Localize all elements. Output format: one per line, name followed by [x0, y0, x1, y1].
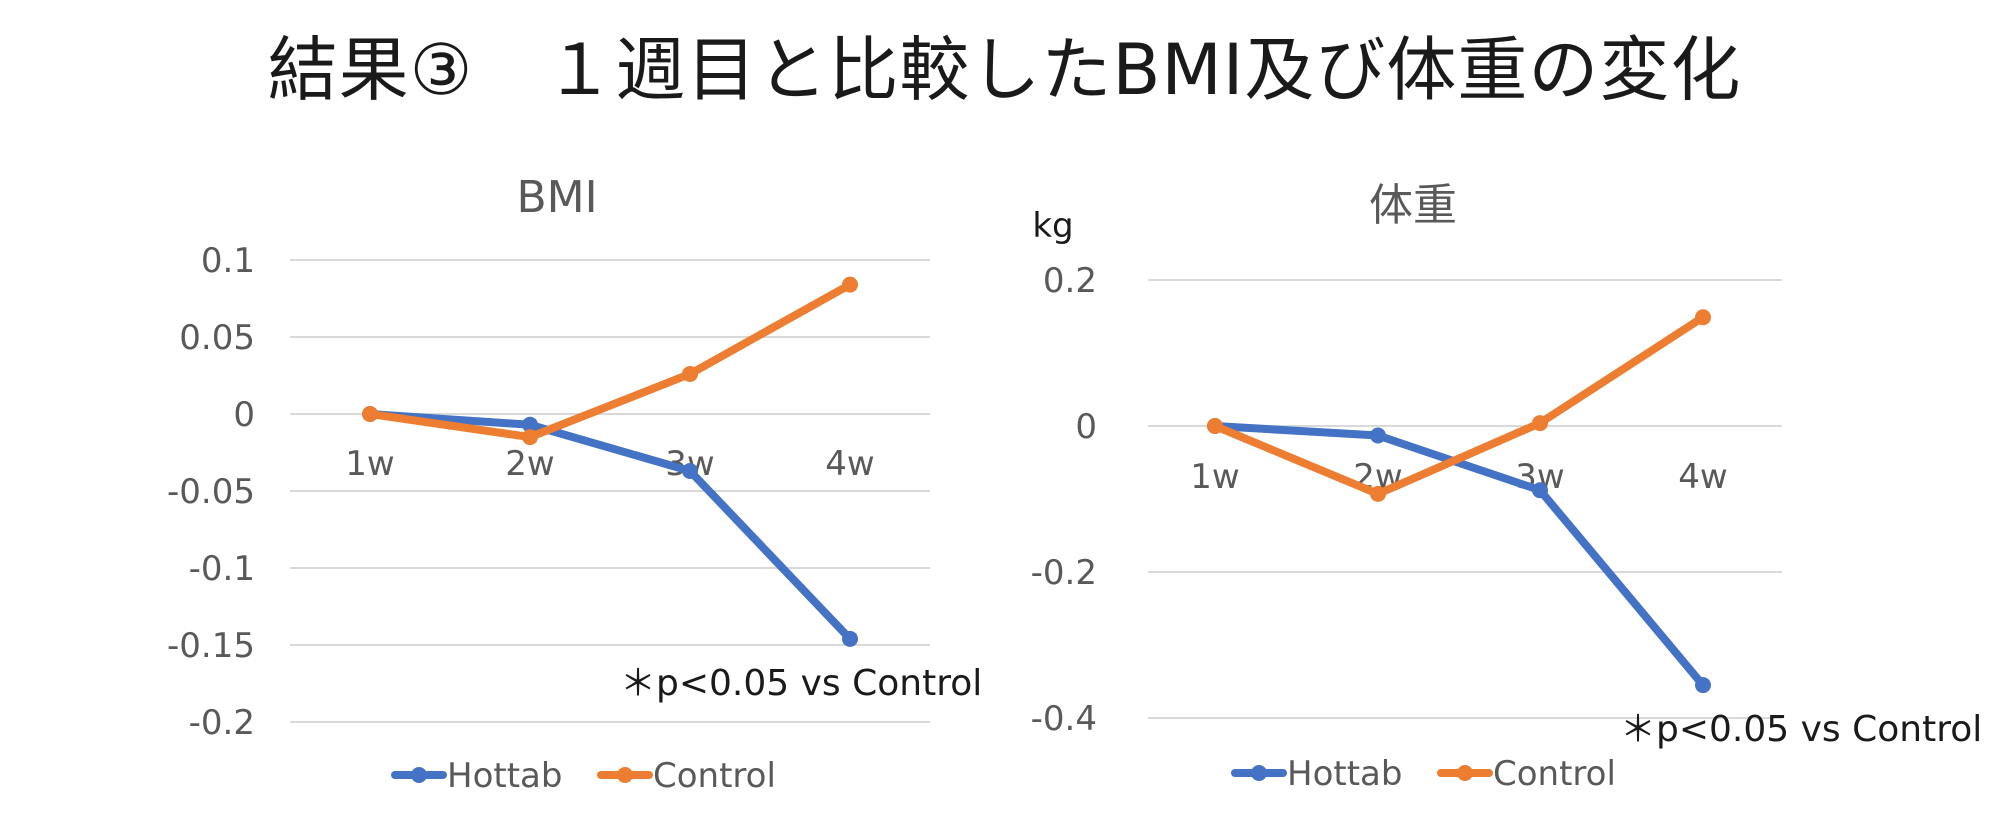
weight-y-tick-label: 0.2 [1043, 261, 1097, 301]
bmi-x-tick-label: 2w [505, 444, 554, 484]
bmi-data-point-control [522, 429, 538, 446]
bmi-legend-label-control: Control [653, 756, 776, 796]
bmi-chart-title: BMI [516, 172, 597, 223]
weight-data-point-control [1695, 309, 1711, 326]
weight-legend-marker-control [1457, 765, 1473, 781]
bmi-y-tick-label: 0 [233, 395, 255, 435]
weight-legend-marker-hottab [1251, 765, 1267, 781]
bmi-y-tick-label: 0.05 [179, 318, 255, 358]
bmi-data-point-hottab [842, 630, 858, 647]
bmi-x-tick-label: 1w [345, 444, 394, 484]
weight-significance-note: ＊p<0.05 vs Control [1620, 709, 1982, 750]
bmi-data-point-hottab [682, 462, 698, 479]
weight-data-point-control [1207, 418, 1223, 434]
bmi-y-tick-label: -0.1 [189, 549, 255, 589]
bmi-y-tick-label: 0.1 [201, 241, 255, 281]
bmi-data-point-control [842, 276, 858, 293]
weight-data-point-hottab [1532, 482, 1548, 499]
weight-data-point-hottab [1695, 677, 1711, 694]
bmi-series-line-control [366, 280, 854, 442]
bmi-significance-note: ＊p<0.05 vs Control [620, 663, 982, 704]
weight-data-point-hottab [1370, 427, 1386, 444]
weight-x-tick-label: 1w [1190, 457, 1239, 497]
weight-legend-label-hottab: Hottab [1287, 754, 1402, 794]
bmi-chart: 0.10.050-0.05-0.1-0.15-0.2BMI1w2w3w4w＊p<… [167, 172, 982, 796]
weight-chart-title: 体重 [1369, 180, 1457, 231]
bmi-data-point-hottab [522, 416, 538, 433]
bmi-legend-marker-control [617, 767, 633, 783]
bmi-y-tick-label: -0.15 [167, 626, 255, 666]
weight-series-line-hottab [1211, 422, 1707, 690]
weight-y-tick-label: 0 [1075, 407, 1097, 447]
bmi-legend-label-hottab: Hottab [447, 756, 562, 796]
bmi-data-point-control [682, 365, 698, 382]
weight-x-tick-label: 4w [1678, 457, 1727, 497]
bmi-y-tick-label: -0.2 [189, 703, 255, 743]
weight-data-point-control [1532, 415, 1548, 432]
bmi-series-line-hottab [366, 410, 854, 643]
bmi-data-point-control [362, 406, 378, 422]
weight-data-point-control [1370, 485, 1386, 502]
bmi-y-tick-label: -0.05 [167, 472, 255, 512]
slide-title: 結果③ １週目と比較したBMI及び体重の変化 [267, 29, 1742, 111]
bmi-x-tick-label: 4w [825, 444, 874, 484]
weight-y-tick-label: -0.2 [1031, 553, 1097, 593]
bmi-legend-marker-hottab [411, 767, 427, 783]
weight-y-tick-label: -0.4 [1031, 699, 1097, 739]
weight-legend-label-control: Control [1493, 754, 1616, 794]
weight-series-line-control [1211, 313, 1707, 498]
weight-y-unit-label: kg [1032, 206, 1073, 246]
